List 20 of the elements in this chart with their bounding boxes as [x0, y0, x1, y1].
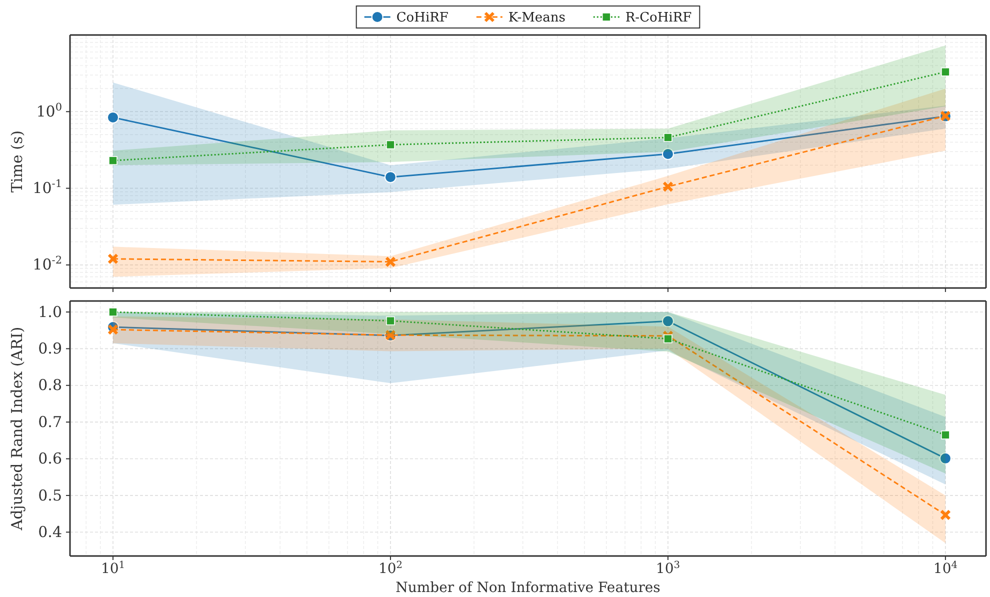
y-axis-title: Time (s)	[8, 130, 26, 193]
legend-label: R-CoHiRF	[625, 10, 692, 26]
y-tick-label: 10$^{-2}$	[32, 254, 62, 274]
y-tick-label: 0.5	[38, 486, 62, 504]
y-tick-label: 10$^{0}$	[36, 101, 62, 120]
y-tick-label: 0.6	[38, 450, 62, 468]
y-tick-label: 0.9	[38, 340, 62, 358]
x-tick-label: 10$^{3}$	[656, 560, 680, 578]
y-tick-label: 0.7	[38, 412, 62, 431]
y-tick-label: 0.4	[38, 522, 62, 541]
x-tick-label: 10$^{1}$	[100, 560, 126, 578]
legend-label: CoHiRF	[396, 10, 448, 26]
y-tick-label: 1.0	[38, 302, 62, 321]
x-tick-label: 10$^{2}$	[378, 560, 403, 578]
x-axis-title: Number of Non Informative Features	[396, 580, 660, 596]
y-tick-label: 10$^{-1}$	[32, 178, 62, 198]
y-axis-title: Adjusted Rand Index (ARI)	[8, 326, 26, 532]
y-tick-label: 0.8	[38, 376, 62, 394]
x-tick-label: 10$^{4}$	[933, 560, 958, 578]
legend-label: K-Means	[508, 10, 566, 26]
